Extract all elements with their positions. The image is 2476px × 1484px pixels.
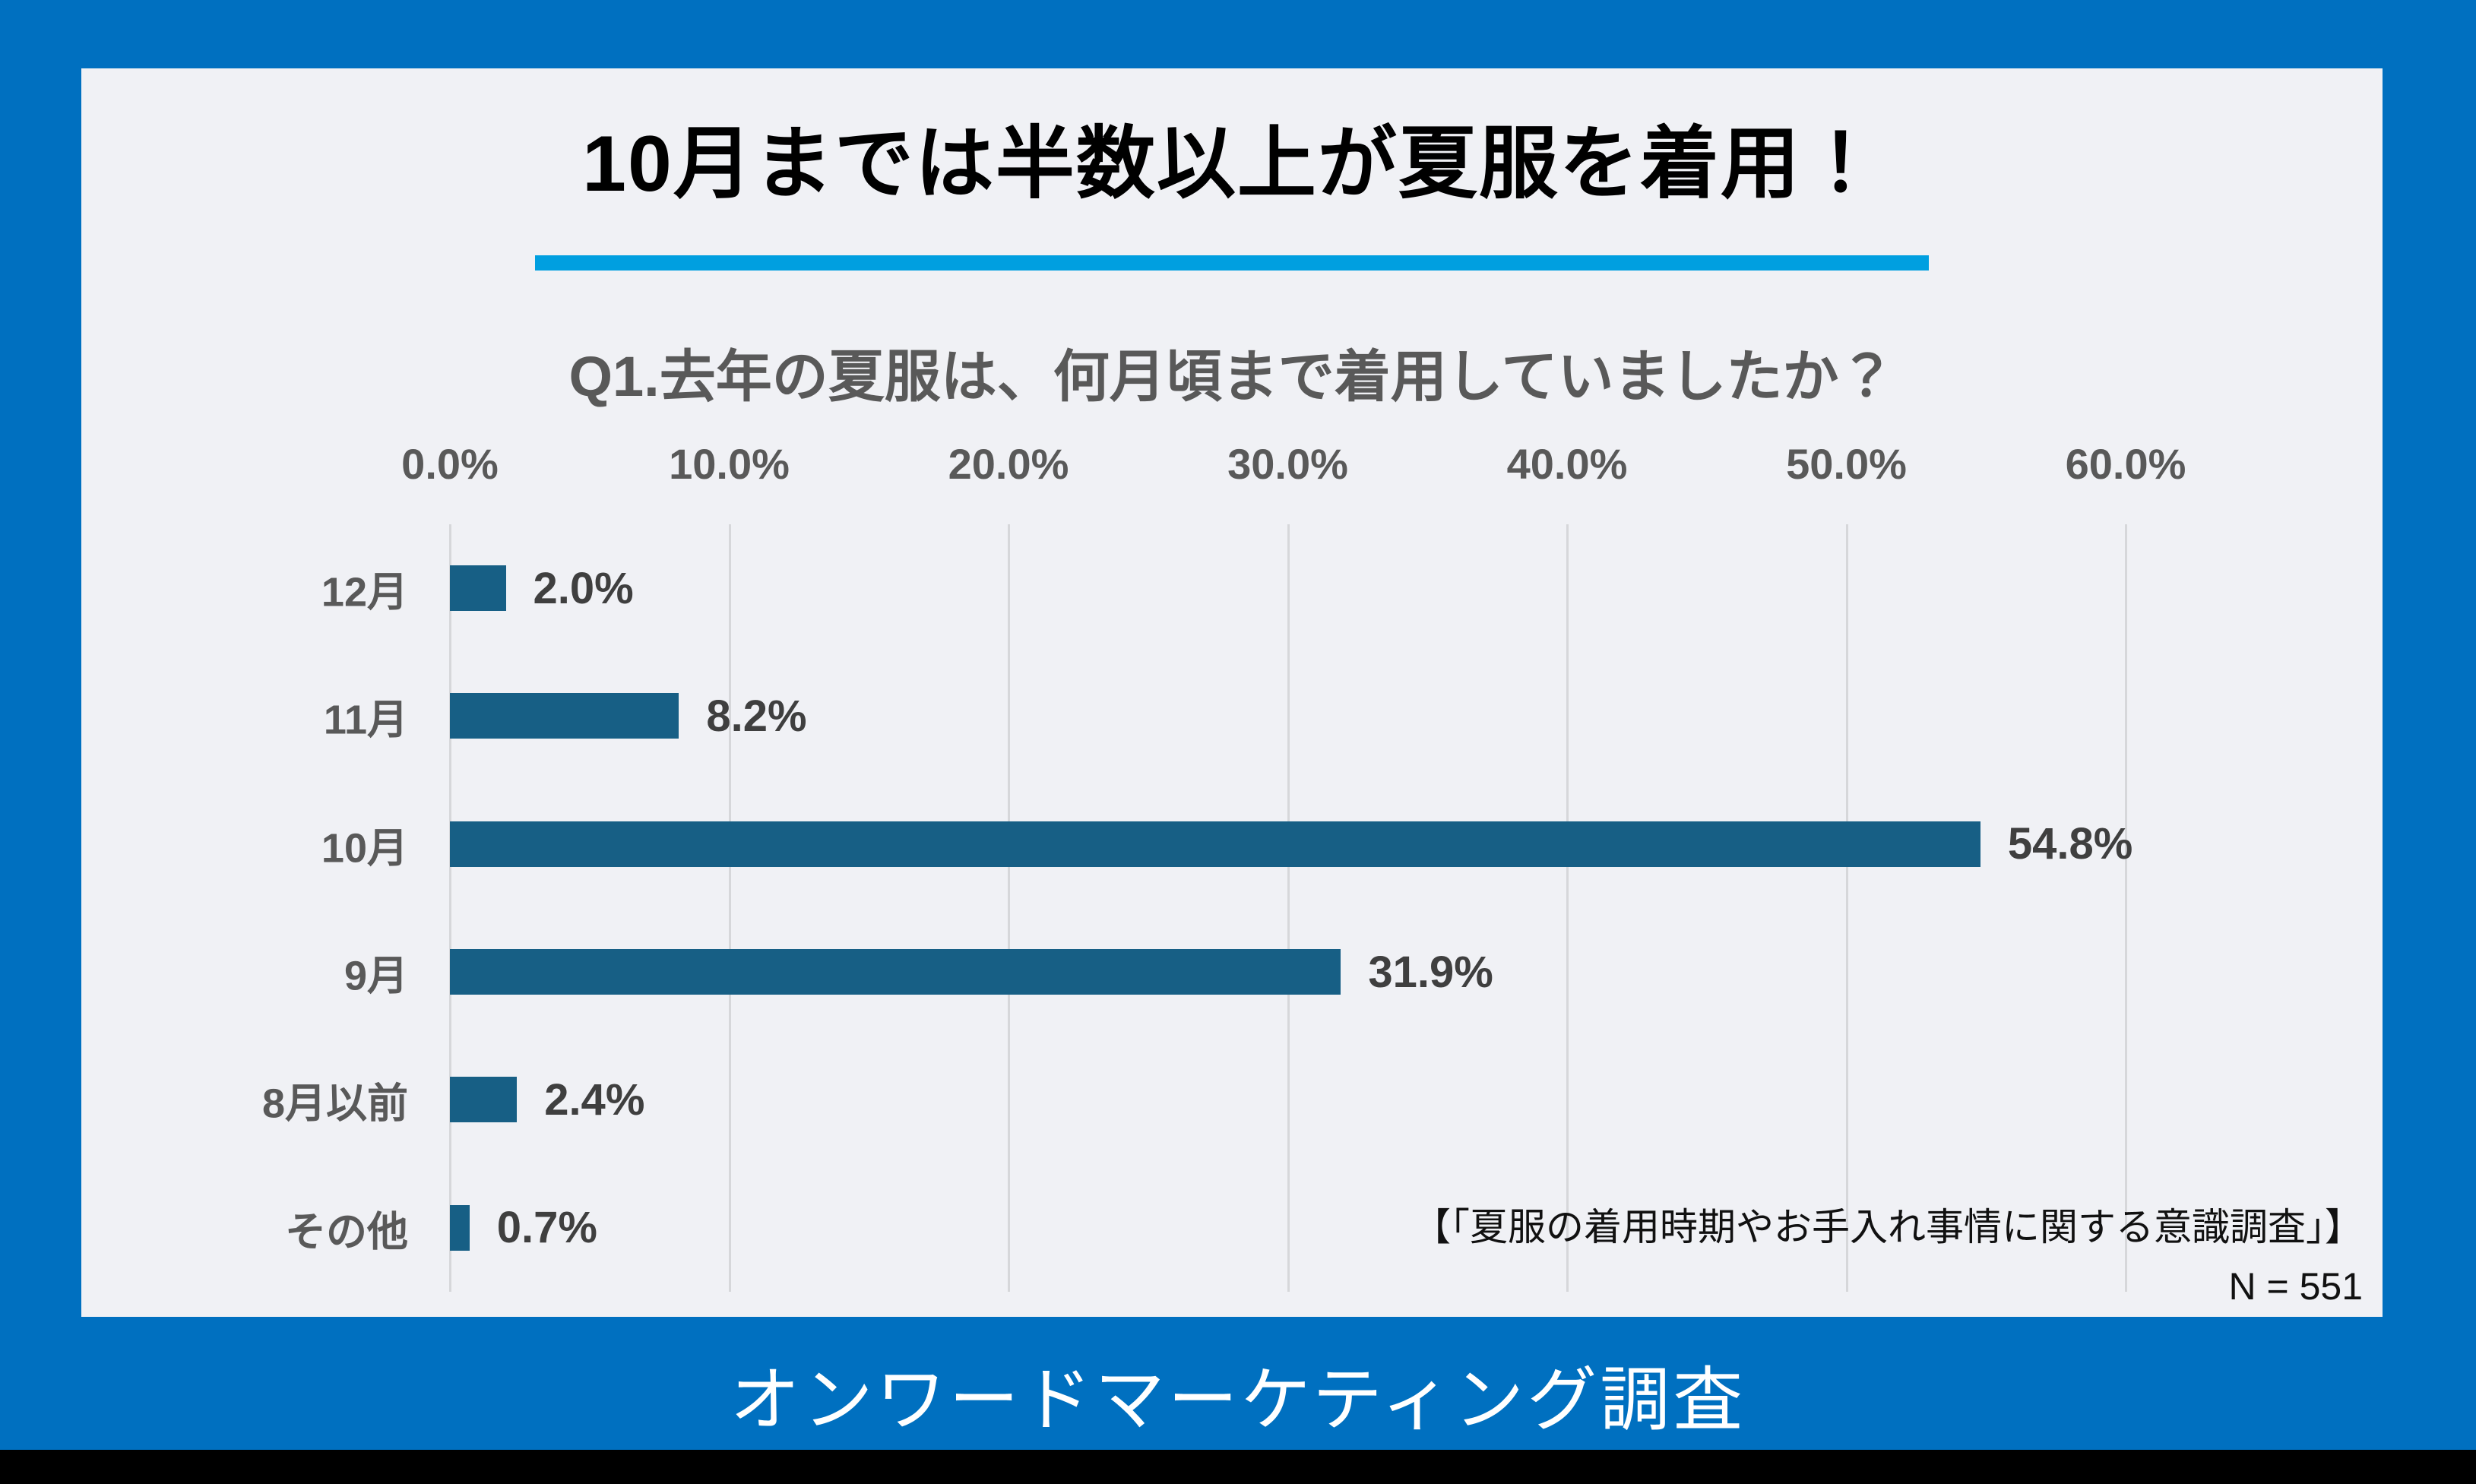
value-label: 0.7%: [496, 1203, 597, 1253]
value-label: 2.4%: [544, 1074, 645, 1125]
gridline: [1008, 524, 1010, 1292]
gridline: [1845, 524, 1848, 1292]
category-label: 12月: [321, 569, 408, 615]
value-label: 31.9%: [1368, 947, 1493, 997]
value-label: 54.8%: [2007, 819, 2133, 869]
survey-footnote-line2: N = 551: [2228, 1265, 2363, 1308]
bar: [450, 949, 1341, 995]
axis-tick-label: 30.0%: [1227, 440, 1348, 488]
bar-row: その他 0.7%: [285, 1164, 2126, 1292]
value-label: 8.2%: [706, 691, 807, 741]
gridline: [1287, 524, 1290, 1292]
bar-row: 8月以前 2.4%: [262, 1036, 2126, 1163]
chart-question: Q1.去年の夏服は、何月頃まで着用していましたか？: [568, 345, 1895, 408]
bar: [450, 1204, 470, 1251]
category-label: 9月: [344, 953, 408, 999]
bar-row: 11月 8.2%: [324, 652, 2126, 780]
bar-row: 9月 31.9%: [344, 908, 2126, 1036]
chart-card: 10月までは半数以上が夏服を着用！ Q1.去年の夏服は、何月頃まで着用していまし…: [81, 68, 2383, 1317]
value-label: 2.0%: [533, 563, 634, 613]
axis-tick-label: 10.0%: [669, 440, 790, 488]
gridlines: [449, 524, 2127, 1292]
axis-tick-label: 50.0%: [1786, 440, 1907, 488]
bottom-black-bar: [0, 1450, 2476, 1484]
bar: [450, 1077, 518, 1123]
category-label: その他: [285, 1209, 408, 1255]
category-label: 8月以前: [261, 1081, 408, 1127]
footer-caption: オンワードマーケティング調査: [730, 1362, 1746, 1439]
survey-footnote: 【「夏服の着用時期やお手入れ事情に関する意識調査」】 N = 551: [1413, 1198, 2363, 1316]
bar: [450, 565, 506, 612]
survey-footnote-line1: 【「夏服の着用時期やお手入れ事情に関する意識調査」】: [1413, 1206, 2363, 1248]
bar-row: 10月 54.8%: [321, 780, 2132, 908]
axis-tick-label: 40.0%: [1506, 440, 1628, 488]
gridline: [2125, 524, 2127, 1292]
bar: [450, 821, 1980, 867]
axis-tick-label: 0.0%: [401, 440, 499, 488]
gridline: [728, 524, 731, 1292]
category-label: 10月: [321, 825, 408, 872]
gridline: [1566, 524, 1569, 1292]
title-underline: [535, 255, 1929, 271]
bar-row: 12月 2.0%: [321, 524, 2126, 652]
axis-tick-label: 20.0%: [948, 440, 1069, 488]
axis-ticks-row: 0.0% 10.0% 20.0% 30.0% 40.0% 50.0% 60.0%: [401, 439, 2186, 492]
page-title: 10月までは半数以上が夏服を着用！: [582, 120, 1882, 208]
category-label: 11月: [323, 697, 408, 743]
axis-tick-label: 60.0%: [2065, 440, 2186, 488]
slide-background: 10月までは半数以上が夏服を着用！ Q1.去年の夏服は、何月頃まで着用していまし…: [0, 0, 2476, 1450]
gridline: [449, 524, 451, 1292]
chart-plot: 0.0% 10.0% 20.0% 30.0% 40.0% 50.0% 60.0% 12月 2.…: [262, 440, 2186, 1292]
bar-rows: 12月 2.0% 11月 8.2% 10月 54.8% 9月 31.9% 8月以前 2.4% その他…: [262, 524, 2132, 1292]
bar: [450, 693, 679, 739]
